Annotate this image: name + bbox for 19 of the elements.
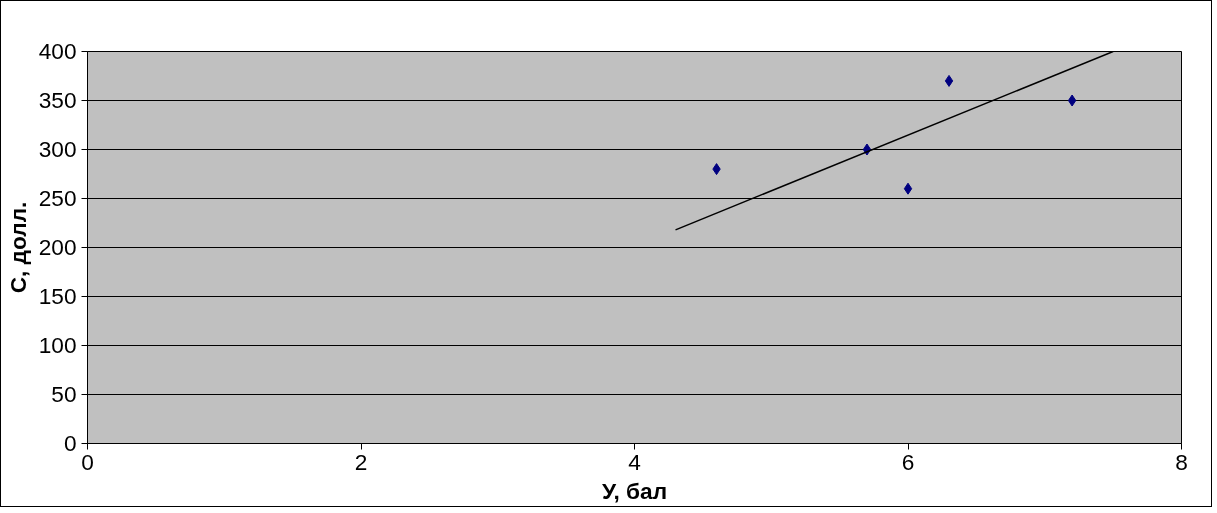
- x-tick-label: 8: [1175, 448, 1188, 475]
- y-tick-label: 100: [38, 332, 77, 358]
- x-tick-label: 6: [901, 448, 915, 475]
- x-tick-label: 4: [628, 448, 641, 475]
- x-tick-label: 0: [81, 448, 94, 475]
- y-tick-label: 150: [38, 283, 77, 309]
- y-tick-label: 400: [38, 38, 77, 64]
- y-tick-label: 50: [51, 381, 77, 407]
- y-tick-label: 350: [38, 87, 77, 113]
- point: [1067, 94, 1077, 107]
- y-tick-label: 300: [38, 136, 77, 162]
- y-tick-label: 200: [38, 234, 77, 260]
- x-tick-label: 2: [354, 448, 368, 475]
- y-axis-title: С, долл.: [4, 201, 31, 294]
- x-axis-title: У, бал: [601, 477, 668, 504]
- point: [903, 182, 913, 195]
- y-tick-label: 250: [38, 185, 77, 211]
- y-tick-label: 0: [63, 430, 77, 456]
- point: [944, 74, 954, 87]
